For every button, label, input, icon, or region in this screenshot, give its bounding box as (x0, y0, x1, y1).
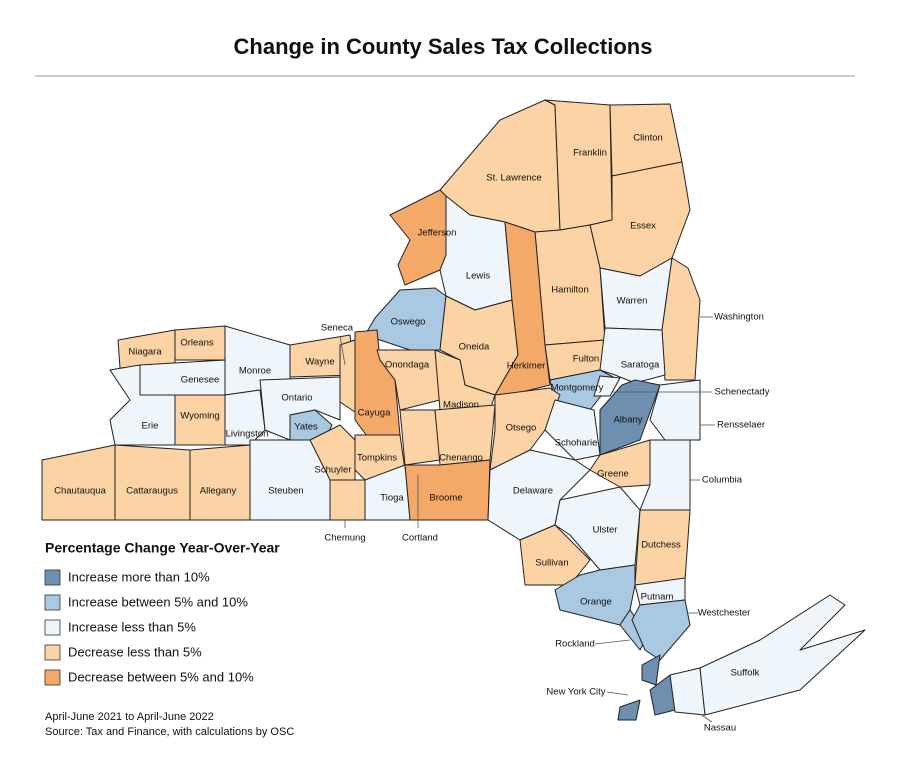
county-label: Wayne (305, 357, 334, 368)
county-label: Herkimer (507, 361, 546, 372)
county-label: Dutchess (641, 540, 681, 551)
county (399, 409, 441, 466)
leader-line (606, 691, 629, 696)
county-label: Oneida (459, 342, 490, 353)
county-label: Rensselaer (717, 420, 765, 431)
county (589, 439, 651, 488)
county-label: Nassau (704, 723, 736, 734)
county-label: Fulton (573, 354, 599, 365)
legend-label: Increase between 5% and 10% (68, 594, 248, 609)
leader-line (594, 639, 631, 645)
county-label: Broome (429, 493, 462, 504)
county-label: Delaware (513, 486, 553, 497)
county-label: Franklin (573, 148, 607, 159)
county-label: Livingston (226, 429, 269, 440)
county-label: Seneca (321, 323, 354, 334)
county-label: Columbia (702, 475, 743, 486)
note: Source: Tax and Finance, with calculatio… (45, 726, 294, 738)
note: April-June 2021 to April-June 2022 (45, 711, 214, 723)
county-label: Lewis (466, 271, 491, 282)
county-label: Rockland (555, 639, 595, 650)
county-label: New York City (546, 687, 605, 698)
county-label: Yates (294, 422, 318, 433)
county-label: Schenectady (715, 387, 770, 398)
county-label: St. Lawrence (486, 173, 541, 184)
county (617, 699, 641, 721)
legend-label: Increase more than 10% (68, 569, 210, 584)
county-label: Jefferson (418, 228, 457, 239)
county-label: Westchester (698, 608, 751, 619)
legend-label: Decrease less than 5% (68, 644, 202, 659)
county-label: Suffolk (731, 668, 760, 679)
county (593, 375, 621, 397)
county-label: Genesee (181, 375, 220, 386)
county-label: Chautauqua (54, 486, 106, 497)
county-label: Chemung (324, 533, 365, 544)
county-label: Ulster (593, 525, 618, 536)
county-map: St. Lawrence Franklin Clinton Essex Jefferso… (41, 99, 866, 734)
county-label: Clinton (633, 133, 663, 144)
county (224, 389, 266, 446)
county-label: Cortland (402, 533, 438, 544)
county-label: Saratoga (621, 360, 660, 371)
legend-label: Increase less than 5% (68, 619, 196, 634)
county-label: Cayuga (358, 408, 391, 419)
county-label: Ontario (281, 393, 312, 404)
county (189, 444, 251, 521)
county-label: Tioga (380, 493, 404, 504)
county (699, 594, 866, 716)
county-label: Wyoming (180, 411, 220, 422)
county-label: Schoharie (555, 438, 598, 449)
legend-swatch (44, 644, 61, 661)
county (114, 444, 191, 521)
county (669, 667, 706, 716)
county (354, 329, 401, 441)
county-label: Essex (630, 221, 656, 232)
county-label: Cattaraugus (126, 486, 178, 497)
legend-swatch (44, 669, 61, 686)
county-label: Niagara (128, 347, 162, 358)
county-label: Washington (714, 312, 764, 323)
county (544, 399, 601, 461)
legend-title: Percentage Change Year-Over-Year (45, 540, 280, 556)
county (329, 479, 366, 521)
county (519, 524, 591, 586)
county (489, 387, 561, 471)
county-label: Onondaga (385, 360, 430, 371)
legend: Increase more than 10% Increase between 5… (44, 569, 254, 686)
title: Change in County Sales Tax Collections (234, 34, 653, 59)
county-label: Schuyler (315, 465, 352, 476)
county-label: Otsego (506, 423, 537, 434)
county-label: Orleans (180, 338, 214, 349)
county-label: Madison (443, 400, 479, 411)
county-label: Tompkins (357, 453, 397, 464)
county-label: Putnam (641, 592, 674, 603)
county-label: Albany (613, 415, 642, 426)
county-label: Steuben (268, 486, 303, 497)
county-label: Chenango (439, 453, 483, 464)
leader-line (339, 335, 346, 366)
legend-swatch (44, 569, 61, 586)
county-label: Orange (580, 597, 612, 608)
county-label: Monroe (239, 366, 271, 377)
county-label: Sullivan (535, 558, 568, 569)
legend-swatch (44, 619, 61, 636)
legend-swatch (44, 594, 61, 611)
county-label: Oswego (391, 317, 426, 328)
county-label: Montgomery (551, 383, 604, 394)
legend-label: Decrease between 5% and 10% (68, 669, 254, 684)
leader-line (699, 713, 713, 723)
county (41, 444, 116, 521)
county-label: Greene (597, 469, 629, 480)
county-label: Warren (617, 296, 648, 307)
county (641, 654, 661, 686)
county (631, 599, 691, 661)
county-label: Erie (142, 421, 159, 432)
county-label: Allegany (200, 486, 237, 497)
county-label: Hamilton (551, 285, 589, 296)
